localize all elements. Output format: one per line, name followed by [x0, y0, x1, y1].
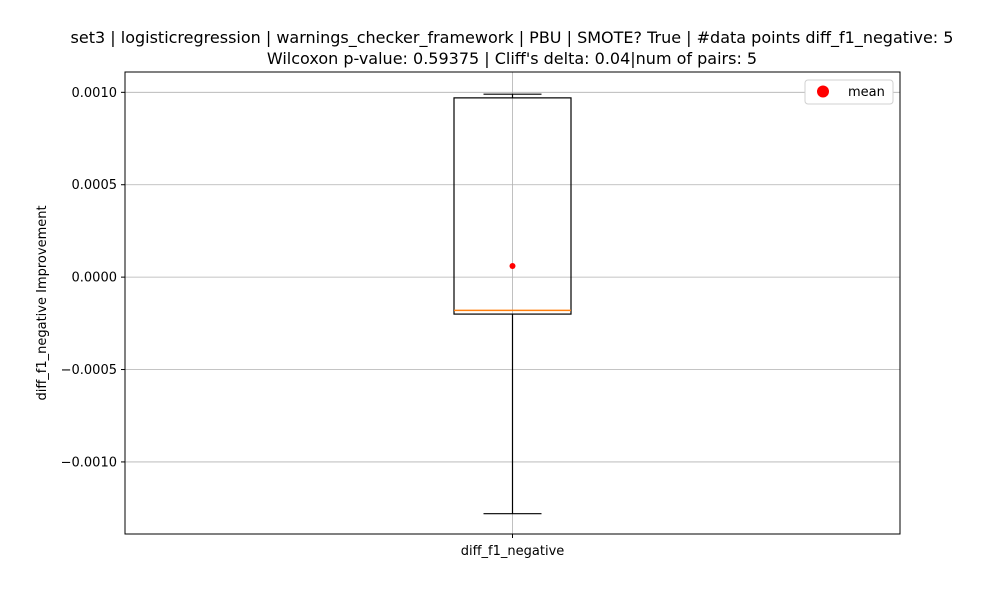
x-tick-label-0: diff_f1_negative: [461, 544, 565, 559]
legend-marker-mean: [817, 85, 829, 98]
chart-title-line-1: set3 | logisticregression | warnings_che…: [71, 28, 954, 48]
y-tick-label-2: 0.0000: [72, 271, 118, 286]
legend-box: [804, 79, 894, 105]
y-tick-label-4: 0.0010: [72, 86, 118, 101]
y-axis-label: diff_f1_negative Improvement: [35, 205, 50, 400]
iqr-box: [453, 97, 572, 315]
y-tick-label-0: −0.0010: [61, 455, 117, 470]
plot-area: −0.0010 −0.0005 0.0000 0.0005 0.0010 diff_f1_…: [61, 71, 901, 559]
y-tick-label-1: −0.0005: [61, 363, 117, 378]
y-tick-label-3: 0.0005: [72, 178, 118, 193]
legend-label-mean: mean: [848, 85, 885, 100]
mean-point: [509, 263, 516, 270]
chart-title-line-2: Wilcoxon p-value: 0.59375 | Cliff's delt…: [267, 49, 757, 68]
